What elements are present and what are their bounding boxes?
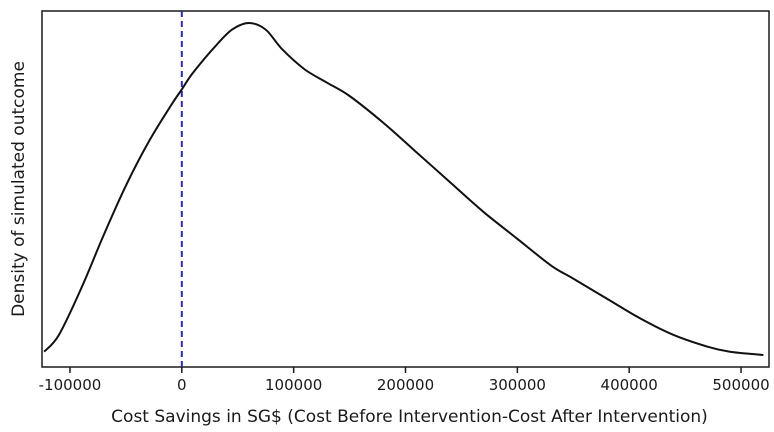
x-tick-label: 400000 [601,376,658,394]
x-tick-label: 100000 [265,376,322,394]
density-curve [43,21,764,356]
plot-frame [41,10,770,368]
x-tick-label: 200000 [377,376,434,394]
x-tick-label: 500000 [712,376,769,394]
x-axis-ticks: -100000 0 100000 200000 300000 400000 500000 [39,367,770,394]
x-tick-label: -100000 [39,376,102,394]
x-tick-label: 0 [177,376,187,394]
x-axis-label: Cost Savings in SG$ (Cost Before Interve… [111,407,708,427]
x-tick-label: 300000 [489,376,546,394]
y-axis-label: Density of simulated outcome [9,61,29,317]
